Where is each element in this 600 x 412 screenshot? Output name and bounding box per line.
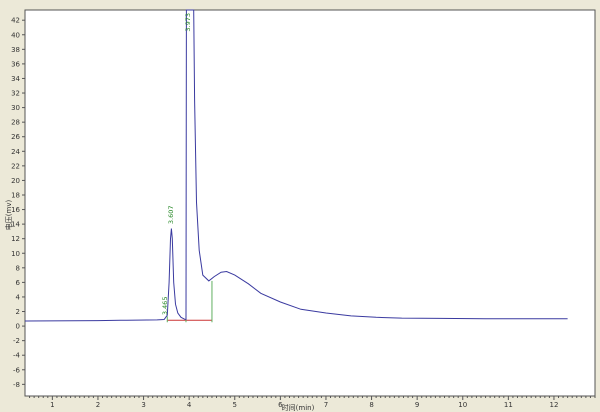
x-tick-label: 3 <box>141 401 145 409</box>
y-tick-label: 42 <box>11 17 20 25</box>
y-tick-label: 26 <box>11 133 20 141</box>
peak-label: 3.465 <box>161 297 169 316</box>
x-tick-label: 10 <box>458 401 467 409</box>
y-tick-label: 36 <box>11 60 20 68</box>
y-tick-label: 10 <box>11 250 20 258</box>
y-tick-label: 22 <box>11 162 20 170</box>
signal-trace <box>24 9 568 322</box>
y-tick-label: 0 <box>16 323 20 331</box>
x-tick-label: 7 <box>324 401 328 409</box>
x-tick-label: 8 <box>369 401 373 409</box>
y-tick-label: 2 <box>16 308 20 316</box>
y-tick-label: 14 <box>11 221 20 229</box>
peak-label: 3.973 <box>184 13 192 32</box>
y-tick-label: 32 <box>11 90 20 98</box>
y-tick-label: 28 <box>11 119 20 127</box>
y-tick-label: 30 <box>11 104 20 112</box>
y-tick-label: 34 <box>11 75 20 83</box>
y-tick-label: 24 <box>11 148 20 156</box>
y-tick-label: 40 <box>11 31 20 39</box>
x-tick-label: 6 <box>278 401 283 409</box>
y-tick-label: 6 <box>16 279 21 287</box>
y-tick-label: 12 <box>11 235 20 243</box>
y-tick-label: 20 <box>11 177 20 185</box>
peak-label: 3.607 <box>167 206 175 225</box>
x-tick-label: 1 <box>50 401 54 409</box>
y-tick-label: 8 <box>16 264 20 272</box>
y-tick-label: -2 <box>13 337 20 345</box>
y-tick-label: 18 <box>11 191 20 199</box>
x-tick-label: 4 <box>187 401 192 409</box>
y-tick-label: -6 <box>13 366 21 374</box>
y-axis-label: 电压(mv) <box>4 200 13 231</box>
y-tick-label: -4 <box>13 352 21 360</box>
x-axis-label: 时间(min) <box>282 403 315 412</box>
y-tick-label: 38 <box>11 46 20 54</box>
x-tick-label: 12 <box>549 401 558 409</box>
y-tick-label: 16 <box>11 206 20 214</box>
y-tick-label: 4 <box>16 293 21 301</box>
x-tick-label: 5 <box>233 401 237 409</box>
x-tick-label: 2 <box>96 401 100 409</box>
x-tick-label: 9 <box>415 401 419 409</box>
plot-area <box>24 9 596 397</box>
y-tick-label: -8 <box>13 381 20 389</box>
x-tick-label: 11 <box>504 401 513 409</box>
